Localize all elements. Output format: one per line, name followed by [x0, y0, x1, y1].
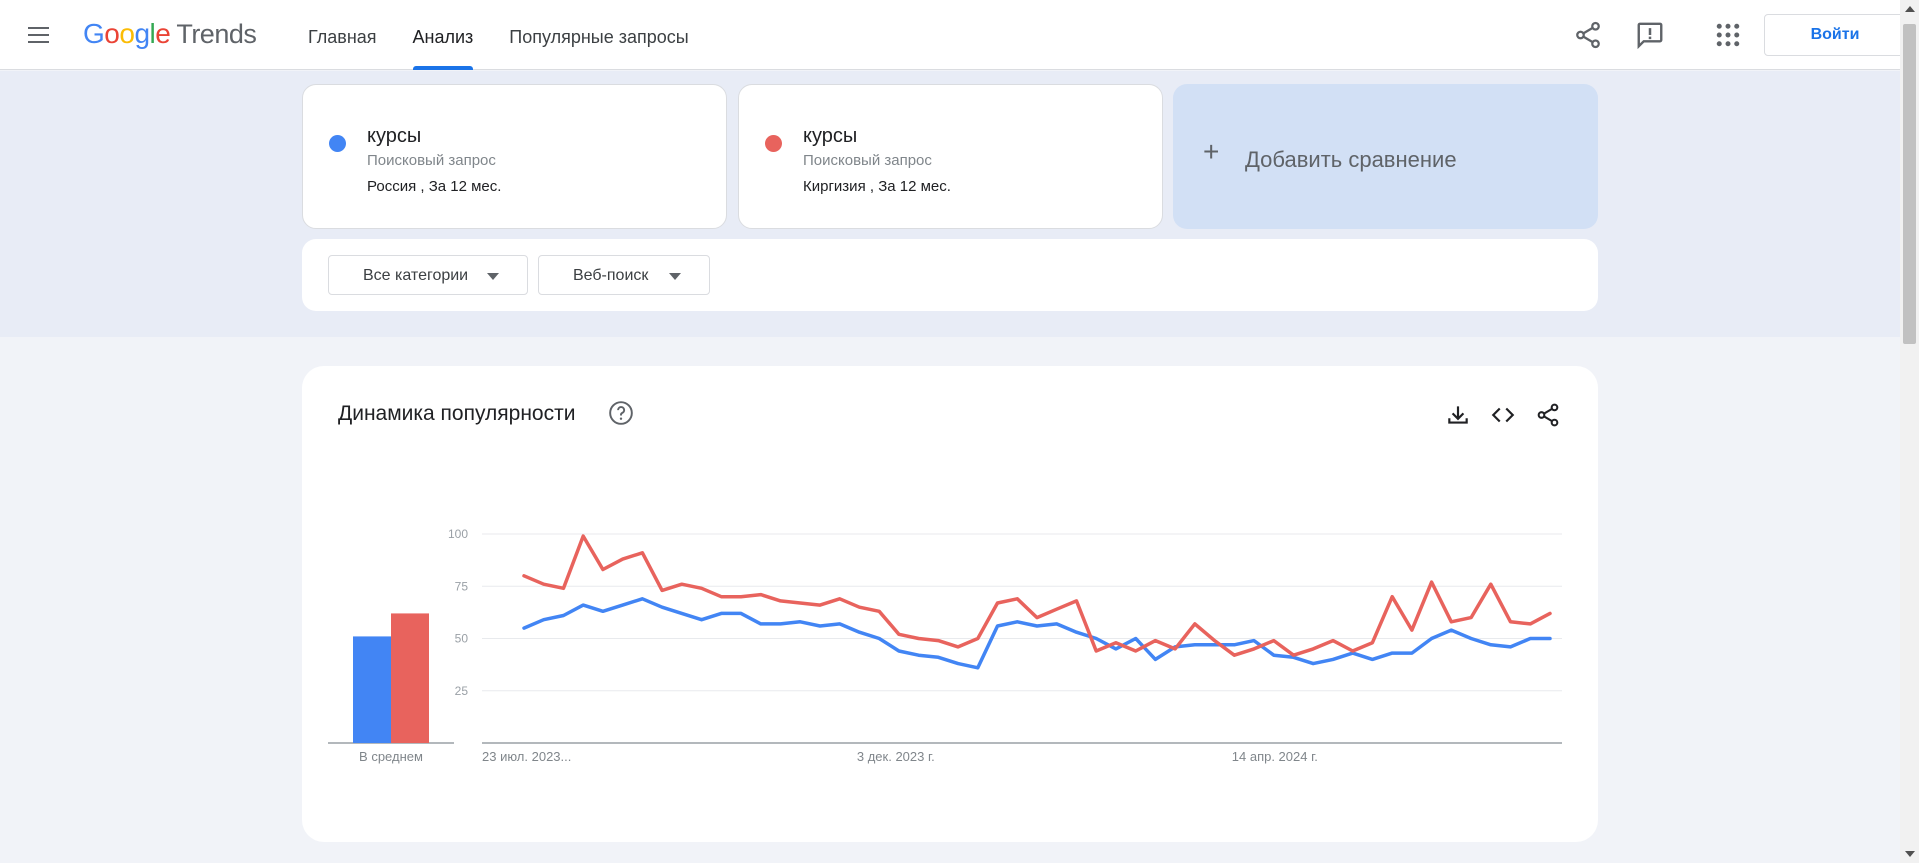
x-tick-label: 3 дек. 2023 г. [857, 749, 935, 764]
x-tick-label: 14 апр. 2024 г. [1232, 749, 1318, 764]
apps-grid-icon[interactable] [1713, 20, 1743, 50]
code-embed-icon[interactable] [1490, 402, 1516, 428]
y-tick-label: 75 [455, 579, 469, 593]
category-dropdown-label: Все категории [363, 267, 469, 284]
search-term-card[interactable]: курсы Поисковый запрос Россия , За 12 ме… [302, 84, 727, 229]
plus-icon: + [1203, 136, 1220, 167]
y-tick-label: 100 [448, 527, 468, 541]
add-comparison-label: Добавить сравнение [1245, 147, 1457, 172]
download-icon[interactable] [1445, 402, 1471, 428]
feedback-icon[interactable] [1635, 20, 1665, 50]
page-scrollbar[interactable] [1900, 0, 1919, 863]
sign-in-button[interactable]: Войти [1764, 14, 1906, 56]
google-trends-logo[interactable]: Google Trends [83, 18, 257, 50]
interest-over-time-card: Динамика популярности 100 75 50 25 23 июл. … [302, 366, 1598, 842]
nav-home[interactable]: Главная [308, 27, 377, 47]
share-icon[interactable] [1573, 20, 1603, 50]
dropdown-caret-icon [669, 273, 681, 280]
hamburger-menu-icon[interactable] [26, 22, 54, 50]
trends-wordmark: Trends [176, 19, 257, 49]
filter-bar: Все категории Веб-поиск [302, 239, 1598, 311]
search-type-dropdown-label: Веб-поиск [573, 267, 649, 284]
search-term-name: курсы [367, 125, 422, 147]
scroll-down-arrow-icon[interactable] [1905, 851, 1915, 857]
series-line-2[interactable] [522, 534, 1552, 657]
series-color-dot [329, 135, 346, 152]
y-tick-label: 25 [455, 684, 469, 698]
average-bar[interactable] [353, 636, 391, 743]
x-tick-label: 23 июл. 2023... [482, 749, 571, 764]
search-term-location: Россия , За 12 мес. [367, 178, 502, 195]
help-circle-icon[interactable] [608, 400, 634, 426]
average-label: В среднем [359, 749, 423, 764]
top-app-bar: Google Trends Главная Анализ Популярные з… [0, 0, 1906, 70]
category-dropdown[interactable]: Все категории [328, 255, 528, 295]
series-line-1[interactable] [522, 597, 1552, 670]
share-icon[interactable] [1535, 402, 1561, 428]
search-term-location: Киргизия , За 12 мес. [803, 178, 951, 195]
average-bar[interactable] [391, 613, 429, 743]
search-term-card[interactable]: курсы Поисковый запрос Киргизия , За 12 … [738, 84, 1163, 229]
google-wordmark: Google [83, 18, 171, 49]
main-nav: Главная Анализ Популярные запросы [290, 0, 707, 70]
interest-over-time-chart[interactable]: 100 75 50 25 23 июл. 2023... 3 дек. 2023 г. 1… [302, 366, 1598, 842]
add-comparison-button[interactable]: + Добавить сравнение [1173, 84, 1598, 229]
search-term-type: Поисковый запрос [803, 152, 932, 169]
search-term-name: курсы [803, 125, 858, 147]
search-type-dropdown[interactable]: Веб-поиск [538, 255, 710, 295]
chart-title: Динамика популярности [338, 402, 576, 425]
scrollbar-thumb[interactable] [1903, 24, 1916, 344]
nav-trending[interactable]: Популярные запросы [509, 27, 689, 47]
dropdown-caret-icon [487, 273, 499, 280]
y-tick-label: 50 [455, 632, 469, 646]
series-color-dot [765, 135, 782, 152]
nav-explore[interactable]: Анализ [395, 0, 492, 70]
search-term-type: Поисковый запрос [367, 152, 496, 169]
scroll-up-arrow-icon[interactable] [1905, 6, 1915, 12]
